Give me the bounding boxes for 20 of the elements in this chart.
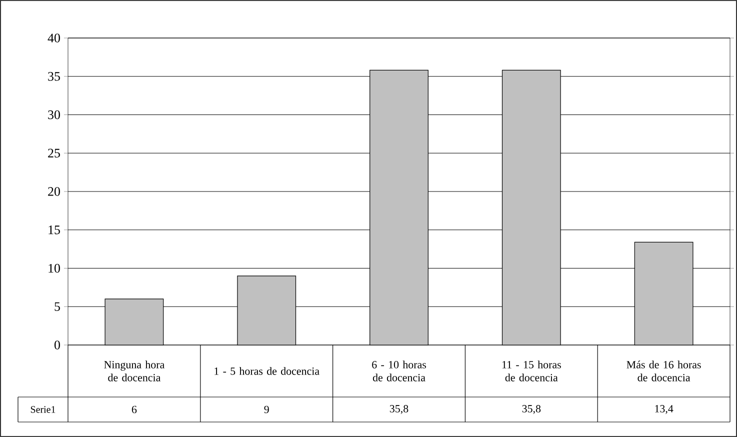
y-tick-label: 5 xyxy=(54,302,60,311)
y-tick-label: 0 xyxy=(54,340,60,350)
data-label: 9 xyxy=(264,406,269,414)
text: Serie1 xyxy=(30,406,56,413)
data-label: 35,8 xyxy=(390,405,408,414)
x-tick-label: 6 - 10 horas de docencia xyxy=(372,360,426,382)
data-label: 13,4 xyxy=(655,405,674,414)
y-tick-label: 20 xyxy=(48,187,60,196)
y-tick-label: 25 xyxy=(48,148,60,158)
y-tick-label: 30 xyxy=(48,110,60,120)
y-tick-label: 10 xyxy=(48,264,60,273)
x-tick-label: Más de 16 horas de docencia xyxy=(626,360,701,382)
x-tick-label: Ninguna hora de docencia xyxy=(104,360,164,382)
y-tick-label: 40 xyxy=(48,34,60,42)
x-tick-label: 11 - 15 horas de docencia xyxy=(502,360,561,382)
data-label: 6 xyxy=(132,406,137,414)
y-tick-label: 35 xyxy=(48,72,60,81)
y-tick-label: 15 xyxy=(48,226,60,234)
x-tick-label: 1 - 5 horas de docencia xyxy=(214,367,320,375)
data-label: 35,8 xyxy=(522,405,541,414)
